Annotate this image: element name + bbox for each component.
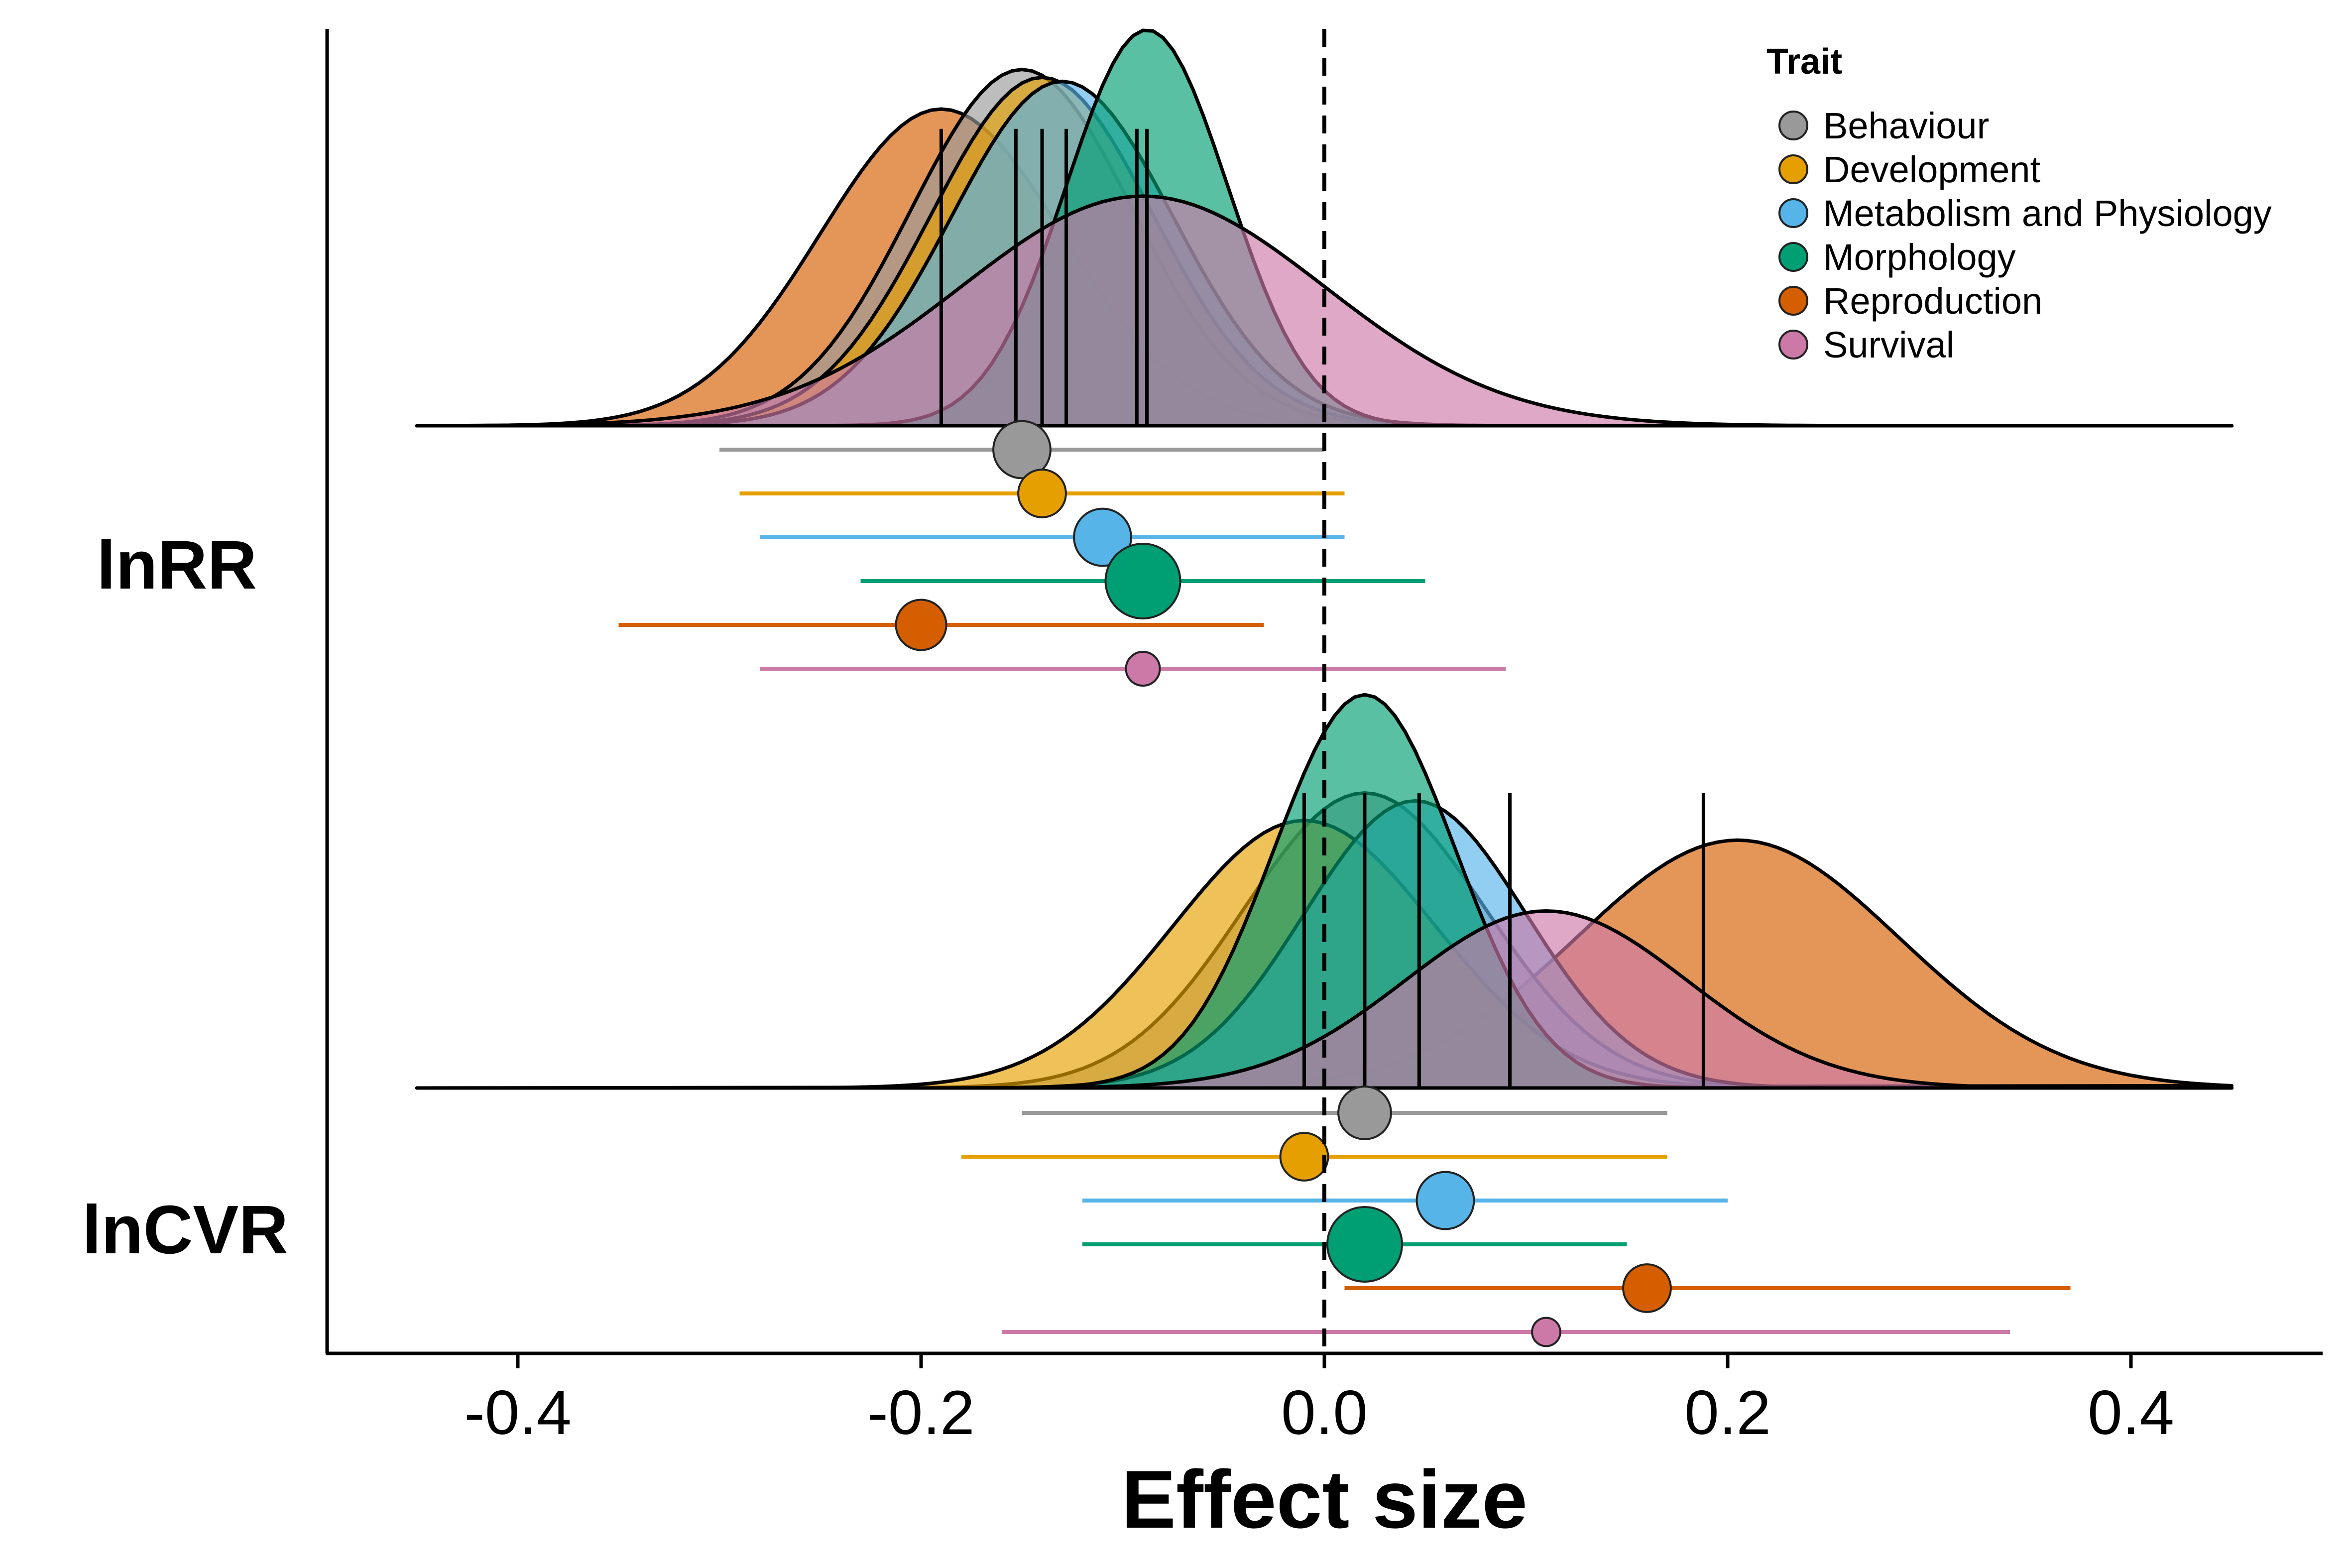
estimate-point-lnrr-development [1017,469,1067,518]
estimate-point-lnrr-morphology [1104,543,1181,619]
estimate-point-lncvr-development [1279,1132,1329,1182]
legend-label-metabolism-and-physiology: Metabolism and Physiology [1823,193,2272,234]
x-tick-label-1: -0.2 [867,1378,974,1447]
x-axis-title: Effect size [1121,1453,1528,1545]
legend-key-survival [1778,330,1808,360]
legend-label-morphology: Morphology [1823,237,2016,278]
legend-label-reproduction: Reproduction [1823,280,2042,322]
axis-labels: lnRR lnCVR Effect size [82,527,1528,1545]
legend-title: Trait [1766,42,1842,82]
estimate-point-lnrr-behaviour [992,420,1052,480]
estimate-point-lnrr-survival [1125,651,1161,687]
estimate-point-lncvr-survival [1531,1317,1561,1347]
legend-label-behaviour: Behaviour [1823,105,1989,146]
estimate-point-lncvr-behaviour [1337,1086,1392,1140]
x-tick-label-0: -0.4 [464,1378,571,1447]
legend-label-survival: Survival [1823,324,1954,365]
x-tick-label-4: 0.4 [2088,1378,2174,1447]
legend-key-reproduction [1778,286,1808,316]
estimate-point-lncvr-metabolism-and-physiology [1415,1171,1475,1230]
legend-key-morphology [1778,242,1808,272]
plot-area [415,28,2234,1353]
estimate-point-lncvr-morphology [1326,1206,1403,1283]
estimate-point-lncvr-reproduction [1622,1263,1672,1313]
estimate-point-lnrr-reproduction [895,599,947,651]
estimate-point-lnrr-metabolism-and-physiology [1073,507,1132,567]
legend-key-behaviour [1778,111,1808,140]
x-tick-label-3: 0.2 [1684,1378,1771,1447]
legend-key-metabolism-and-physiology [1778,198,1808,228]
legend-label-development: Development [1823,149,2040,190]
panel-label-lncvr: lnCVR [82,1192,288,1268]
panel-label-lnrr: lnRR [97,527,257,603]
axes: -0.4 -0.2 0.0 0.2 0.4 [325,29,2323,1447]
legend-key-development [1778,154,1808,184]
density-lncvr-survival [415,909,2234,1090]
x-tick-label-2: 0.0 [1281,1378,1368,1447]
density-lnrr-survival [415,194,2234,428]
